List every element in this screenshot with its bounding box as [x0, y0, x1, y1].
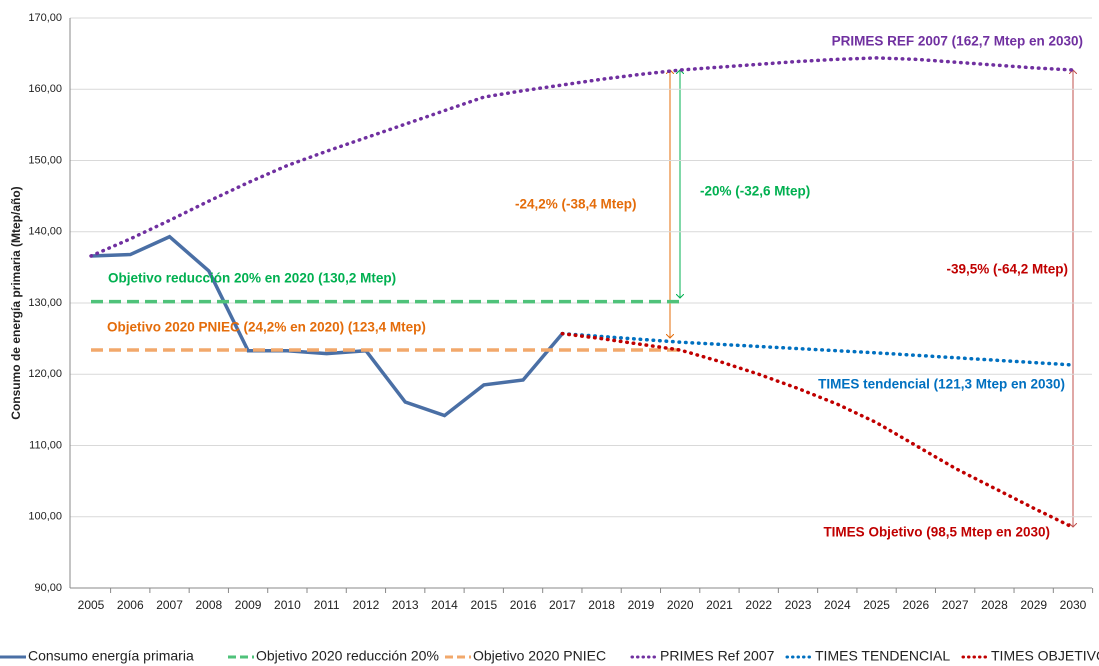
x-tick-label: 2005: [78, 598, 105, 612]
y-tick-label: 150,00: [28, 154, 62, 166]
series-line: [560, 331, 1075, 367]
x-tick-label: 2027: [942, 598, 969, 612]
annotation: -39,5% (-64,2 Mtep): [946, 262, 1068, 277]
annotation: -24,2% (-38,4 Mtep): [515, 197, 637, 212]
x-tick-label: 2010: [274, 598, 301, 612]
annotation: TIMES Objetivo (98,5 Mtep en 2030): [823, 525, 1050, 540]
y-tick-label: 170,00: [28, 12, 62, 24]
y-axis-label: Consumo de energía primaria (Mtep/año): [9, 186, 23, 419]
y-tick-label: 130,00: [28, 297, 62, 309]
x-tick-label: 2021: [706, 598, 733, 612]
annotation: TIMES tendencial (121,3 Mtep en 2030): [818, 377, 1065, 392]
x-tick-label: 2017: [549, 598, 576, 612]
x-tick-label: 2012: [353, 598, 380, 612]
y-tick-label: 90,00: [34, 582, 62, 594]
x-tick-label: 2011: [314, 598, 340, 612]
x-tick-label: 2019: [628, 598, 655, 612]
x-tick-label: 2026: [903, 598, 930, 612]
y-tick-label: 100,00: [28, 511, 62, 523]
x-tick-label: 2006: [117, 598, 144, 612]
legend-label: TIMES OBJETIVO: [991, 648, 1099, 664]
series-line: [560, 331, 1075, 530]
x-tick-label: 2009: [235, 598, 262, 612]
legend-label: Objetivo 2020 reducción 20%: [256, 648, 439, 664]
legend-label: PRIMES Ref 2007: [660, 648, 775, 664]
x-tick-label: 2024: [824, 598, 851, 612]
annotation: Objetivo 2020 PNIEC (24,2% en 2020) (123…: [107, 320, 426, 335]
series-line: [90, 234, 564, 418]
annotation: -20% (-32,6 Mtep): [700, 184, 810, 199]
x-tick-label: 2013: [392, 598, 419, 612]
x-tick-label: 2007: [156, 598, 183, 612]
annotation: Objetivo reducción 20% en 2020 (130,2 Mt…: [108, 271, 396, 286]
legend-label: Consumo energía primaria: [28, 648, 194, 664]
x-tick-label: 2022: [745, 598, 772, 612]
x-tick-label: 2020: [667, 598, 694, 612]
legend-label: Objetivo 2020 PNIEC: [473, 648, 606, 664]
series-line: [89, 56, 1075, 258]
x-tick-label: 2008: [195, 598, 222, 612]
y-tick-label: 120,00: [28, 368, 62, 380]
x-tick-label: 2030: [1060, 598, 1087, 612]
x-tick-label: 2029: [1020, 598, 1047, 612]
x-tick-label: 2028: [981, 598, 1008, 612]
annotation: PRIMES REF 2007 (162,7 Mtep en 2030): [832, 34, 1083, 49]
x-tick-label: 2016: [510, 598, 537, 612]
x-tick-label: 2018: [588, 598, 615, 612]
y-tick-label: 110,00: [29, 439, 62, 451]
x-tick-label: 2025: [863, 598, 890, 612]
legend-label: TIMES TENDENCIAL: [815, 648, 950, 664]
x-tick-label: 2023: [785, 598, 812, 612]
x-tick-label: 2014: [431, 598, 458, 612]
x-tick-label: 2015: [470, 598, 497, 612]
y-tick-label: 160,00: [28, 83, 62, 95]
y-tick-label: 140,00: [28, 226, 62, 238]
